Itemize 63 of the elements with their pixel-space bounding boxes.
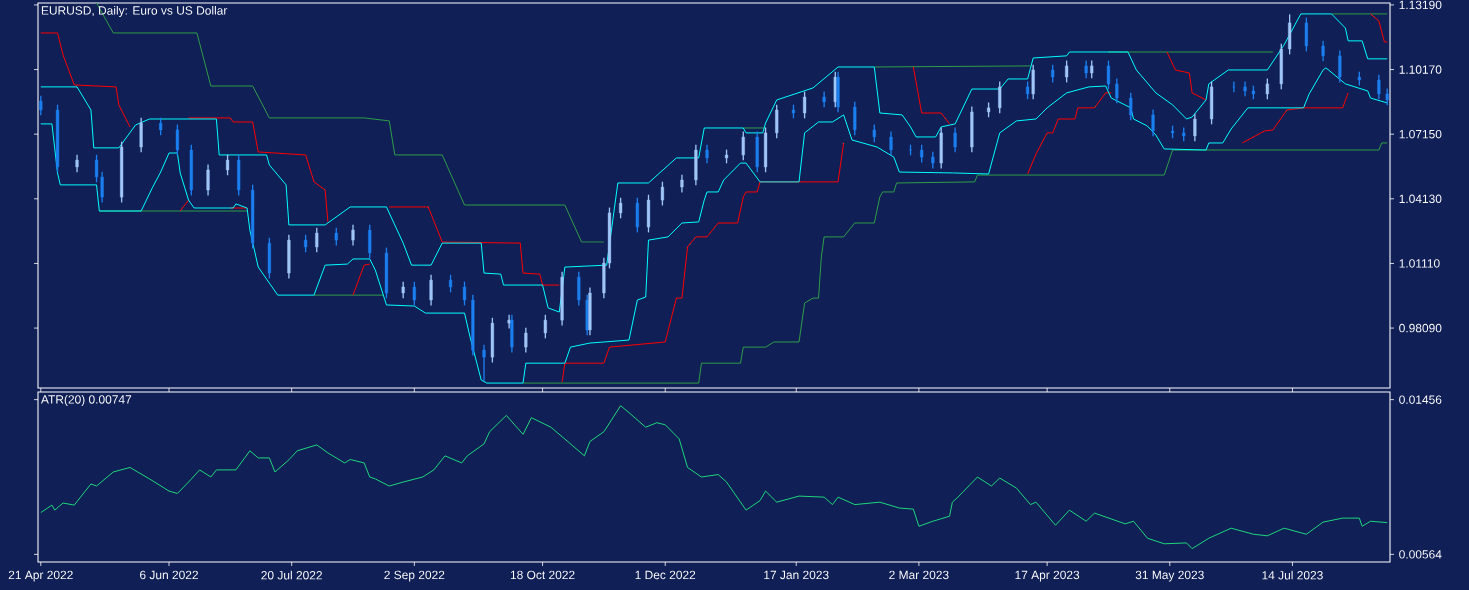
candlestick	[139, 117, 143, 154]
chart-title: ATR(20) 0.00747	[40, 394, 132, 407]
y-tick-label: 0.00564	[1399, 550, 1442, 559]
x-tick-label: 31 May 2023	[1135, 570, 1204, 582]
y-tick-label: 0.98090	[1399, 323, 1442, 333]
candlestick	[351, 224, 355, 247]
candlestick	[482, 344, 486, 382]
candlestick	[1193, 112, 1197, 142]
candlestick	[1031, 63, 1035, 100]
x-tick-label: 18 Oct 2022	[510, 570, 575, 580]
x-tick-label: 20 Jul 2022	[261, 570, 322, 580]
candlestick	[953, 126, 957, 154]
candlestick	[429, 274, 433, 307]
y-tick-label: 1.07150	[1399, 129, 1442, 139]
line-series	[40, 405, 1388, 550]
candlestick	[853, 100, 857, 136]
candlestick	[39, 94, 43, 117]
x-tick-label: 2 Mar 2023	[889, 570, 949, 580]
candlestick	[619, 197, 623, 219]
candlestick	[889, 130, 893, 157]
candlestick	[368, 224, 372, 259]
x-tick-label: 17 Jan 2023	[764, 570, 829, 580]
y-tick-label: 1.04130	[1399, 194, 1442, 204]
candlestick	[315, 227, 319, 253]
candlestick	[524, 326, 528, 354]
candlestick	[577, 271, 581, 307]
x-tick-label: 2 Sep 2022	[384, 570, 445, 582]
y-tick-label: 1.10170	[1399, 65, 1442, 74]
candlestick	[462, 280, 467, 307]
y-tick-label: 0.01456	[1399, 395, 1442, 404]
candlestick	[412, 280, 416, 307]
x-tick-label: 14 Jul 2023	[1262, 570, 1323, 580]
candlestick	[175, 123, 179, 157]
candlestick	[1304, 16, 1308, 53]
candlestick	[1115, 77, 1119, 105]
candlestick	[775, 103, 779, 139]
candlestick	[1338, 49, 1342, 84]
candlestick	[1377, 74, 1381, 100]
candlestick	[1065, 59, 1069, 84]
candlestick	[1321, 39, 1325, 62]
line-series	[40, 67, 1388, 384]
candlestick	[1232, 80, 1236, 93]
candlestick	[998, 80, 1002, 114]
candlestick	[1129, 92, 1133, 121]
candlestick	[206, 163, 210, 197]
x-tick-label: 17 Apr 2023	[1015, 570, 1080, 582]
candlestick	[225, 154, 230, 176]
candlestick	[803, 90, 807, 120]
candlestick	[660, 181, 665, 207]
candlestick	[1151, 108, 1155, 137]
candlestick	[705, 144, 709, 164]
candlestick	[543, 314, 547, 340]
candlestick	[1106, 59, 1111, 90]
y-tick-label: 1.01110	[1399, 259, 1440, 268]
candlestick	[635, 197, 639, 234]
candlestick	[507, 314, 511, 330]
x-tick-label: 1 Dec 2022	[635, 570, 696, 580]
candlestick	[741, 130, 745, 161]
chart-title: EURUSD, Daily: Euro vs US Dollar	[41, 5, 228, 18]
x-tick-label: 6 Jun 2022	[140, 570, 198, 580]
x-tick-label: 21 Apr 2022	[8, 570, 73, 582]
y-tick-label: 1.13190	[1399, 0, 1442, 10]
candlestick	[1265, 77, 1269, 100]
